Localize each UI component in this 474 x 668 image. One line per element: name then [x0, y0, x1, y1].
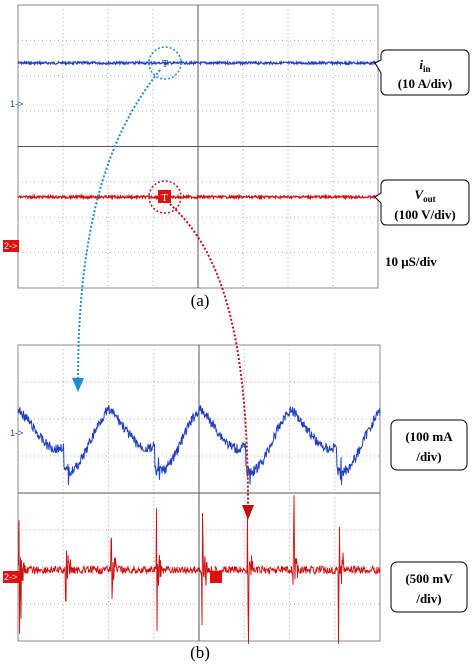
waveform [17, 193, 379, 201]
label-text: iin [419, 57, 430, 74]
label-box [390, 561, 468, 613]
label-text: Vout [414, 187, 435, 204]
channel-box [3, 240, 19, 252]
arrow-head [242, 505, 254, 520]
waveform [17, 59, 378, 67]
channel-marker: 2-> [4, 241, 17, 251]
label-text: /div) [415, 449, 441, 464]
waveform [17, 404, 381, 486]
connector [77, 69, 161, 381]
channel-marker: 1-> [10, 428, 23, 438]
trigger-circle [148, 180, 182, 214]
trigger-marker: T [161, 193, 167, 204]
caption: (a) [191, 291, 210, 310]
caption: (b) [190, 643, 210, 662]
label-box [374, 49, 470, 96]
arrow-head [72, 378, 84, 392]
label-box [390, 419, 468, 471]
trigger-box [158, 190, 171, 203]
timebase: 10 μS/div [385, 254, 437, 269]
channel-marker: 2-> [4, 572, 17, 582]
label-text: /div) [415, 591, 441, 606]
label-box [374, 179, 470, 226]
trigger-marker: T [162, 59, 168, 70]
waveform [17, 495, 381, 645]
channel-box [3, 571, 19, 583]
channel-marker: 1-> [10, 99, 23, 109]
label-text: (100 V/div) [394, 207, 456, 222]
trigger-circle [148, 46, 182, 80]
label-text: (10 A/div) [398, 76, 453, 91]
label-text: (500 mV [405, 571, 453, 586]
label-text: (100 mA [405, 429, 453, 444]
trigger-box [210, 571, 222, 583]
